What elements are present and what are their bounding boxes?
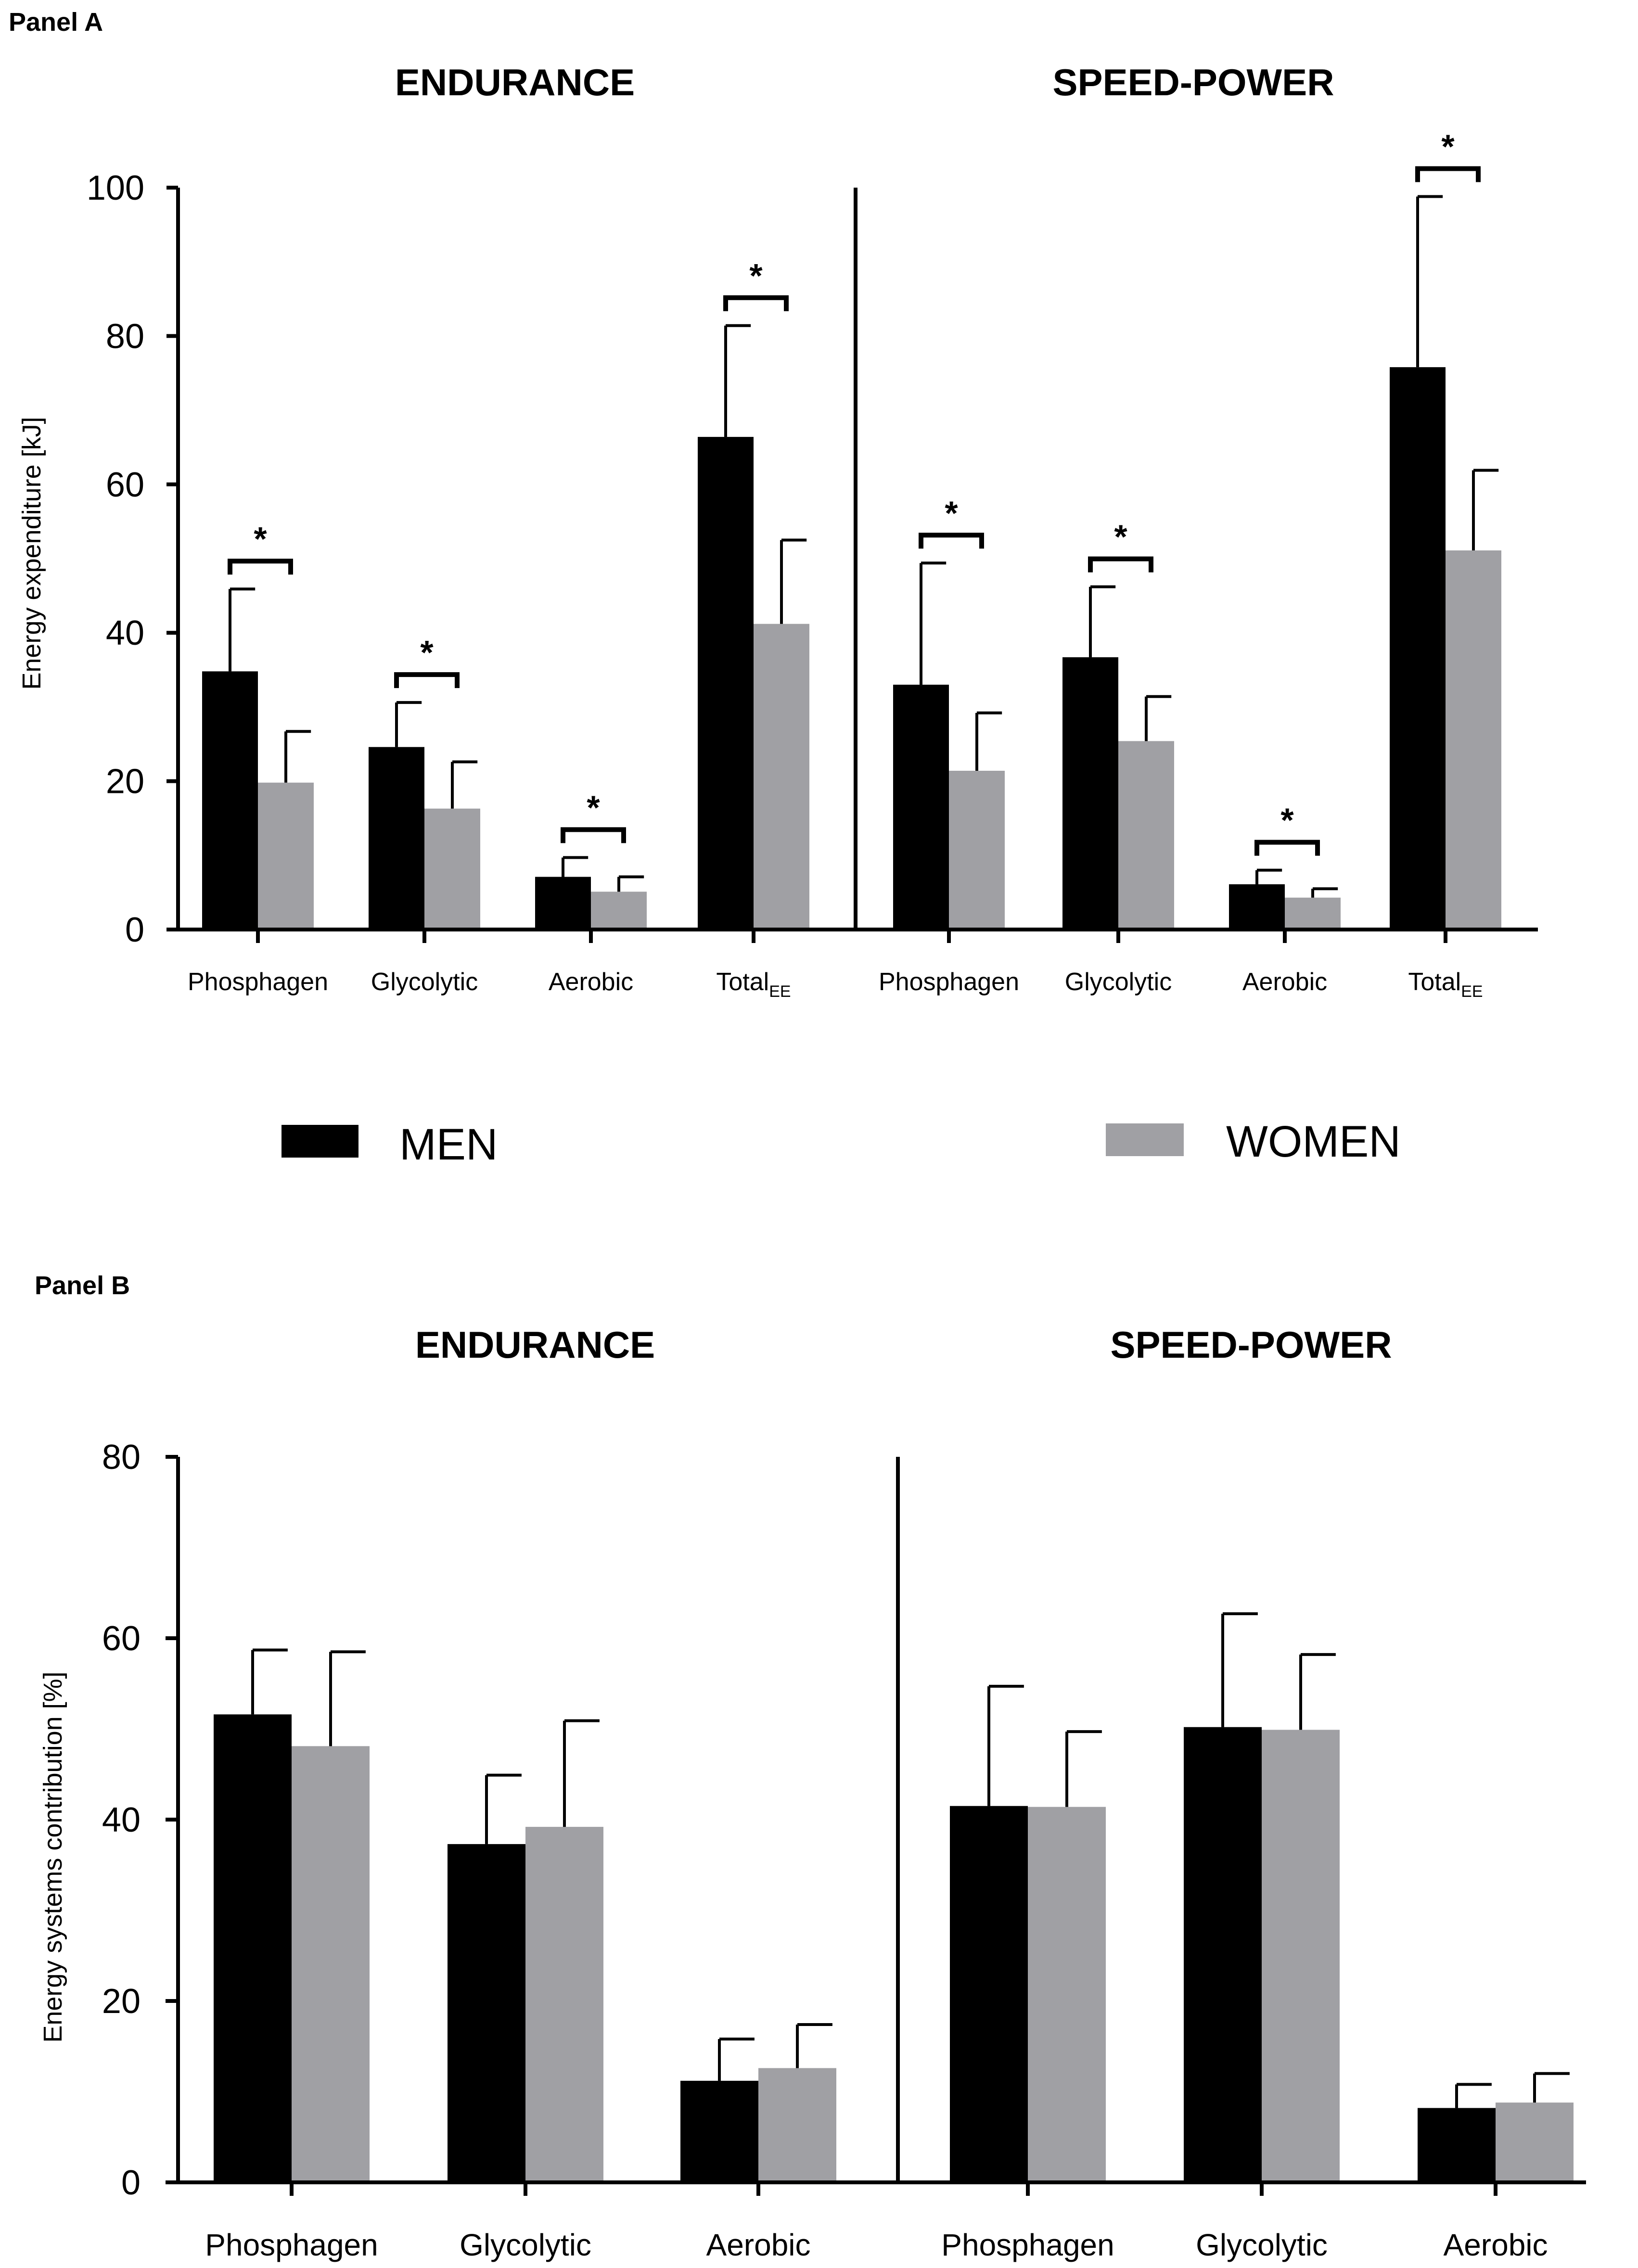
panel-b-speed-power-phosphagen-women-bar (1028, 1807, 1106, 2182)
panel-b-y-tick-label-80: 80 (102, 1438, 141, 1477)
panel-b-y-tick-label-20: 20 (102, 1982, 141, 2021)
panel-b-y-tick-label-0: 0 (121, 2164, 141, 2202)
panel-a-y-tick-label-0: 0 (125, 911, 144, 949)
panel-a-cat-speed-power-glycolytic: Glycolytic (1065, 968, 1172, 996)
panel-b-endurance-aerobic-women-bar (758, 2068, 836, 2182)
panel-b-cat-speed-power-glycolytic: Glycolytic (1196, 2228, 1328, 2262)
panel-b-endurance-glycolytic-women-bar (525, 1827, 603, 2182)
panel-a-y-tick-label-80: 80 (106, 317, 144, 356)
panel-a-speed-power-glycolytic-significance-star: * (1114, 518, 1127, 556)
panel-a-speed-power-total-significance-bracket (1415, 166, 1481, 182)
panel-a-endurance-glycolytic-significance-bracket (394, 672, 460, 688)
panel-a: Panel A ENDURANCE SPEED-POWER Energy exp… (9, 8, 1538, 1001)
legend: MEN WOMEN (282, 1117, 1401, 1169)
panel-a-speed-power-total-women-bar (1446, 550, 1501, 930)
panel-b-speed-power-phosphagen-men-bar (950, 1806, 1028, 2182)
panel-a-speed-power-aerobic-significance-bracket (1254, 840, 1320, 856)
panel-a-error-bars (229, 195, 1499, 898)
panel-a-endurance-phosphagen-significance-bracket (228, 559, 293, 575)
panel-b-y-tick-label-40: 40 (102, 1801, 141, 1839)
panel-a-cat-endurance-total: TotalEE (716, 968, 791, 1001)
panel-b-speed-power-aerobic-women-bar (1496, 2102, 1574, 2182)
panel-a-cat-endurance-aerobic: Aerobic (549, 968, 633, 996)
panel-b-cat-endurance-aerobic: Aerobic (706, 2228, 811, 2262)
panel-a-speed-power-phosphagen-significance-bracket (919, 533, 984, 549)
panel-b-y-ticks: 0 20 40 60 80 (102, 1438, 178, 2202)
panel-a-endurance-phosphagen-women-bar (258, 782, 314, 930)
panel-b-y-tick-label-60: 60 (102, 1619, 141, 1658)
panel-a-y-axis-title: Energy expenditure [kJ] (17, 417, 46, 689)
panel-a-y-tick-label-100: 100 (87, 169, 144, 207)
panel-a-cat-endurance-phosphagen: Phosphagen (188, 968, 328, 996)
panel-b-endurance-phosphagen-women-bar (292, 1746, 370, 2182)
panel-a-y-tick-label-60: 60 (106, 466, 144, 504)
panel-a-speed-power-total-significance-star: * (1441, 128, 1455, 166)
panel-a-significance: * * * * * * * * (228, 128, 1481, 856)
panel-a-endurance-aerobic-men-bar (535, 877, 591, 930)
panel-a-endurance-total-significance-star: * (749, 257, 763, 294)
panel-b-speed-power-glycolytic-women-bar (1262, 1730, 1340, 2182)
panel-b-speed-power-title: SPEED-POWER (1110, 1324, 1392, 1366)
panel-a-speed-power-phosphagen-men-bar (893, 685, 949, 930)
panel-b-category-labels: Phosphagen Glycolytic Aerobic Phosphagen… (205, 2228, 1548, 2262)
panel-b-endurance-title: ENDURANCE (415, 1324, 655, 1366)
panel-b-axes (176, 1457, 1586, 2196)
panel-a-speed-power-glycolytic-significance-bracket (1088, 556, 1153, 573)
panel-b-speed-power-aerobic-men-bar (1418, 2108, 1496, 2182)
panel-a-cat-speed-power-aerobic: Aerobic (1242, 968, 1327, 996)
panel-a-endurance-aerobic-significance-star: * (587, 789, 600, 826)
panel-a-endurance-phosphagen-significance-star: * (254, 520, 267, 558)
legend-men-label: MEN (399, 1120, 498, 1169)
panel-a-speed-power-phosphagen-significance-star: * (945, 494, 958, 532)
panel-b-cat-speed-power-phosphagen: Phosphagen (941, 2228, 1114, 2262)
panel-a-endurance-total-significance-bracket (723, 295, 789, 311)
legend-women-swatch (1106, 1123, 1184, 1156)
panel-a-endurance-aerobic-women-bar (591, 892, 647, 930)
panel-a-cat-speed-power-phosphagen: Phosphagen (879, 968, 1019, 996)
legend-men-swatch (282, 1125, 358, 1158)
panel-a-y-tick-label-20: 20 (106, 763, 144, 801)
panel-a-endurance-glycolytic-significance-star: * (420, 634, 434, 671)
panel-a-endurance-aerobic-significance-bracket (561, 827, 626, 843)
panel-a-axes (176, 188, 1538, 943)
panel-b-endurance-aerobic-men-bar (680, 2080, 758, 2182)
panel-a-cat-endurance-glycolytic: Glycolytic (371, 968, 478, 996)
legend-women-label: WOMEN (1226, 1117, 1401, 1166)
panel-b-speed-power-glycolytic-men-bar (1184, 1727, 1262, 2182)
panel-b-bars (214, 1714, 1574, 2182)
panel-a-endurance-phosphagen-men-bar (202, 671, 258, 930)
panel-a-speed-power-aerobic-men-bar (1229, 884, 1285, 930)
panel-b-endurance-glycolytic-men-bar (448, 1844, 525, 2182)
panel-a-speed-power-glycolytic-men-bar (1062, 657, 1118, 930)
panel-a-speed-power-total-men-bar (1390, 367, 1446, 930)
panel-a-y-ticks: 0 20 40 60 80 100 (87, 169, 178, 949)
panel-a-endurance-total-women-bar (754, 624, 809, 930)
panel-a-speed-power-aerobic-significance-star: * (1280, 802, 1294, 839)
panel-b-cat-endurance-phosphagen: Phosphagen (205, 2228, 378, 2262)
panel-a-speed-power-aerobic-women-bar (1285, 897, 1341, 930)
panel-a-endurance-glycolytic-women-bar (424, 808, 480, 930)
panel-b: Panel B ENDURANCE SPEED-POWER Energy sys… (35, 1271, 1586, 2262)
panel-a-label: Panel A (9, 8, 103, 37)
panel-b-error-bars (251, 1612, 1570, 2108)
panel-b-y-axis-title: Energy systems contribution [%] (38, 1671, 67, 2042)
panel-a-y-tick-label-40: 40 (106, 614, 144, 652)
panel-a-category-labels: Phosphagen Glycolytic Aerobic TotalEE Ph… (188, 968, 1483, 1001)
panel-a-bars (202, 367, 1501, 930)
panel-a-endurance-glycolytic-men-bar (369, 747, 424, 930)
panel-b-label: Panel B (35, 1271, 130, 1300)
panel-a-cat-speed-power-total: TotalEE (1408, 968, 1483, 1001)
panel-a-endurance-total-men-bar (698, 437, 754, 930)
panel-a-speed-power-title: SPEED-POWER (1052, 61, 1334, 103)
panel-a-speed-power-phosphagen-women-bar (949, 771, 1005, 930)
panel-a-speed-power-glycolytic-women-bar (1118, 741, 1174, 930)
panel-b-cat-speed-power-aerobic: Aerobic (1444, 2228, 1548, 2262)
panel-b-cat-endurance-glycolytic: Glycolytic (460, 2228, 591, 2262)
panel-a-endurance-title: ENDURANCE (395, 61, 635, 103)
panel-b-endurance-phosphagen-men-bar (214, 1714, 292, 2182)
